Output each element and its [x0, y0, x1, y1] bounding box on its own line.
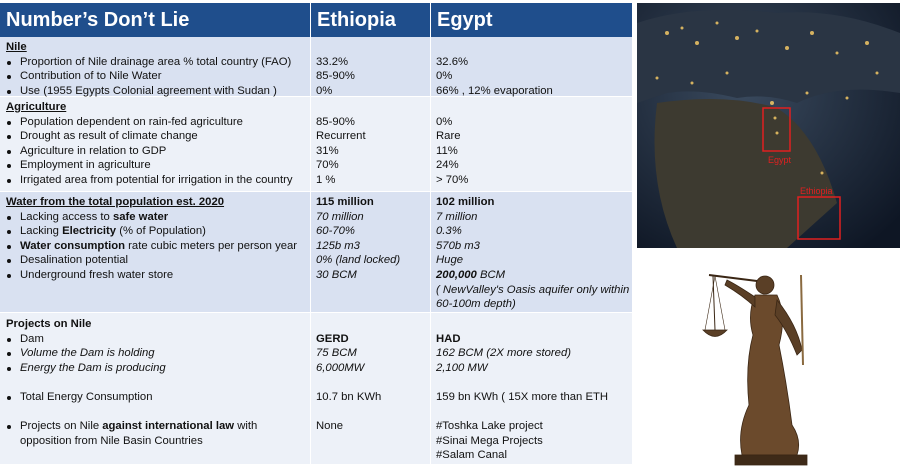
heading: Agriculture [6, 101, 67, 113]
map-label: Egypt [768, 155, 792, 165]
section-projects: Projects on Nile Dam GERD HAD Volume the D… [0, 313, 632, 465]
cell: 85-90% [316, 70, 355, 83]
label: Lacking access to safe water [0, 210, 310, 225]
cell: 200,000 BCM ( NewValley's Oasis aquifer o… [430, 268, 632, 312]
label: Underground fresh water store [0, 268, 310, 312]
heading: Projects on Nile [6, 318, 92, 330]
cell: 2,100 MW [436, 361, 488, 374]
cell: 10.7 bn KWh [316, 390, 382, 403]
cell: #Toshka Lake project #Sinai Mega Projects… [430, 419, 632, 463]
cell: 0% [436, 70, 453, 83]
label: Projects on Nile against international l… [0, 419, 310, 463]
cell: 32.6% [436, 55, 469, 68]
map-image: Egypt Ethiopia [637, 3, 900, 248]
cell: 30 BCM [316, 268, 357, 281]
statue-image [702, 274, 808, 466]
cell: 24% [436, 159, 459, 172]
label: Total Energy Consumption [0, 390, 310, 405]
cell: 159 bn KWh ( 15X more than ETH [436, 390, 609, 403]
cell: 7 million [436, 210, 478, 223]
text: against international law [102, 420, 235, 433]
section-nile: Nile Proportion of Nile drainage area % … [0, 37, 632, 97]
label: Contribution of to Nile Water [0, 69, 310, 84]
cell: 70% [316, 159, 339, 172]
col-header: Egypt [431, 3, 632, 37]
cell: 162 BCM (2X more stored) [436, 347, 571, 360]
cell: 60-70% [316, 225, 355, 238]
divider [310, 37, 311, 465]
cell: 6,000MW [316, 361, 365, 374]
text: #Toshka Lake project [436, 420, 543, 433]
cell: 11% [436, 144, 458, 157]
label: Volume the Dam is holding [0, 346, 310, 361]
map-label: Ethiopia [800, 186, 833, 196]
cell: 75 BCM [316, 347, 357, 360]
cell: 102 million [436, 196, 495, 208]
cell: 70 million [316, 210, 364, 223]
text: Electricity [62, 225, 117, 238]
divider [430, 37, 431, 465]
text: Water consumption [20, 239, 126, 252]
cell: 31% [316, 144, 339, 157]
cell: Rare [436, 130, 461, 143]
label: Lacking Electricity (% of Population) [0, 224, 310, 239]
label: Use (1955 Egypts Colonial agreement with… [0, 84, 310, 99]
text: (% of Population) [116, 225, 206, 238]
text: Projects on Nile [20, 420, 103, 433]
cell: Recurrent [316, 130, 366, 143]
label: Drought as result of climate change [0, 129, 310, 144]
heading: Nile [6, 41, 27, 53]
cell: 0.3% [436, 225, 462, 238]
cell: 570b m3 [436, 239, 480, 252]
cell: 115 million [316, 196, 374, 208]
text: #Sinai Mega Projects [436, 434, 543, 447]
cell: 66% , 12% evaporation [436, 84, 553, 97]
cell: Huge [436, 254, 464, 267]
text: BCM [476, 268, 506, 281]
label: Proportion of Nile drainage area % total… [0, 55, 310, 70]
text: Lacking access to [20, 210, 113, 223]
section-agriculture: Agriculture Population dependent on rain… [0, 97, 632, 192]
cell: 0% (land locked) [316, 254, 401, 267]
label: Employment in agriculture [0, 158, 310, 173]
cell: 0% [316, 84, 333, 97]
label: Irrigated area from potential for irriga… [0, 173, 310, 188]
section-water: Water from the total population est. 202… [0, 192, 632, 313]
text: Lacking [20, 225, 63, 238]
cell: GERD [316, 332, 349, 345]
label: Population dependent on rain-fed agricul… [0, 115, 310, 130]
heading: Water from the total population est. 202… [6, 196, 225, 208]
title: Number’s Don’t Lie [0, 3, 310, 37]
text: 200,000 [436, 268, 477, 281]
label: Energy the Dam is producing [0, 361, 310, 376]
cell: > 70% [436, 173, 469, 186]
col-header: Ethiopia [311, 3, 430, 37]
cell: 125b m3 [316, 239, 360, 252]
cell: HAD [436, 332, 461, 345]
cell: None [316, 420, 344, 433]
cell: 0% [436, 115, 453, 128]
cell: 85-90% [316, 115, 355, 128]
label: Agriculture in relation to GDP [0, 144, 310, 159]
label: Water consumption rate cubic meters per … [0, 239, 310, 254]
text: safe water [112, 210, 169, 223]
note: ( NewValley's Oasis aquifer only within … [436, 283, 630, 311]
text: rate cubic meters per person year [125, 239, 298, 252]
label: Desalination potential [0, 253, 310, 268]
cell: 1 % [316, 173, 336, 186]
cell: 33.2% [316, 55, 349, 68]
text: #Salam Canal [436, 449, 507, 462]
text: with opposition from Nile Basin Countrie… [20, 420, 258, 447]
label: Dam [0, 332, 310, 347]
